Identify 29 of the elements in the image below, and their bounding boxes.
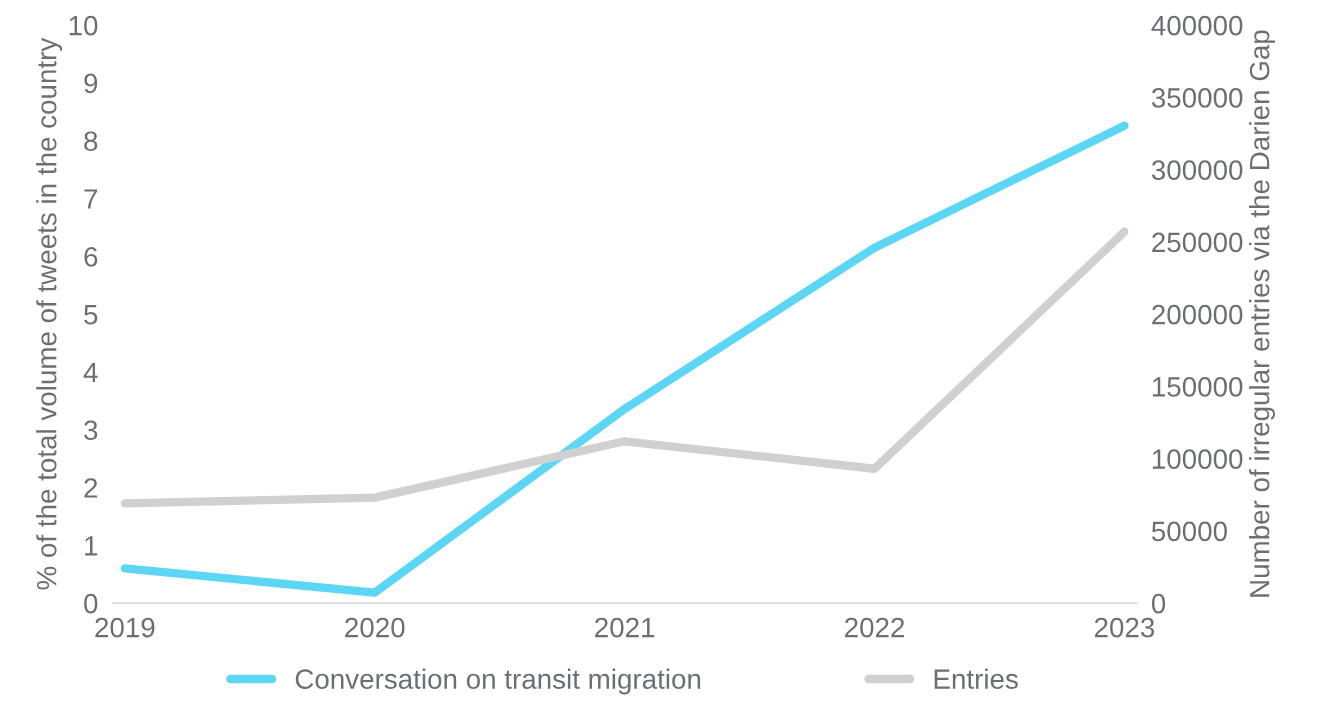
y2-tick-label: 400000 [1151, 15, 1243, 36]
y-tick-label: 6 [84, 246, 98, 267]
y-axis-title: % of the total volume of tweets in the country [36, 37, 63, 590]
legend-label: Entries [934, 668, 1018, 689]
y-tick-label: 10 [69, 15, 98, 36]
y2-tick-label: 100000 [1152, 449, 1243, 469]
x-tick-label: 2023 [1094, 617, 1155, 638]
y-tick-label: 4 [83, 362, 98, 382]
x-tick-label: 2020 [345, 617, 405, 638]
y-tick-label: 5 [84, 305, 98, 325]
y-tick-label: 2 [84, 478, 98, 498]
y2-tick-label: 0 [1151, 593, 1166, 614]
x-tick-label: 2019 [95, 617, 155, 638]
y2-tick-label: 350000 [1151, 88, 1243, 108]
y2-tick-label: 150000 [1152, 377, 1243, 397]
y-tick-label: 0 [84, 593, 98, 614]
y-tick-label: 7 [84, 189, 98, 209]
legend-label: Conversation on transit migration [295, 668, 701, 695]
y2-axis-title: Number of irregular entries via the Darien Gap [1249, 30, 1275, 597]
x-tick-label: 2021 [595, 617, 655, 638]
y-tick-label: 3 [84, 420, 98, 441]
y-tick-label: 1 [85, 536, 98, 556]
x-tick-label: 2022 [845, 617, 905, 638]
y2-tick-label: 300000 [1151, 160, 1243, 180]
y-tick-label: 8 [84, 131, 98, 152]
y-tick-label: 9 [84, 73, 98, 94]
y2-tick-label: 200000 [1152, 304, 1243, 325]
y2-tick-label: 50000 [1151, 521, 1227, 542]
y2-tick-label: 250000 [1152, 232, 1243, 253]
